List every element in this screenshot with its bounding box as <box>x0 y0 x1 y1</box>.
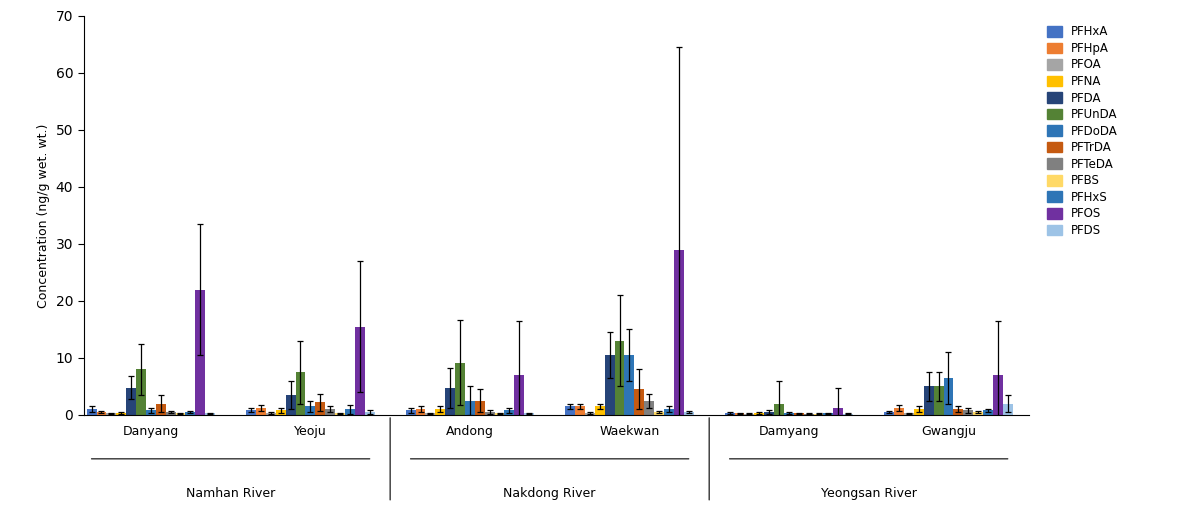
Bar <box>475 401 484 415</box>
Bar <box>166 412 176 415</box>
Bar <box>944 378 953 415</box>
Bar <box>256 408 266 415</box>
Bar <box>266 413 276 415</box>
Bar <box>953 409 963 415</box>
Bar <box>744 414 755 415</box>
Text: Yeongsan River: Yeongsan River <box>820 487 916 500</box>
Bar <box>566 406 575 415</box>
Bar <box>344 409 355 415</box>
Bar <box>764 412 774 415</box>
Bar <box>645 401 654 415</box>
Bar <box>495 413 505 415</box>
Bar <box>824 413 834 415</box>
Bar <box>484 412 495 415</box>
Bar <box>605 355 615 415</box>
Bar <box>195 289 206 415</box>
Bar <box>624 355 634 415</box>
Bar <box>725 413 734 415</box>
Bar <box>834 408 843 415</box>
Bar <box>246 410 256 415</box>
Bar <box>993 375 1002 415</box>
Text: Namhan River: Namhan River <box>187 487 275 500</box>
Bar <box>465 401 475 415</box>
Bar <box>843 414 853 415</box>
Bar <box>335 413 344 415</box>
Bar <box>594 406 605 415</box>
Bar <box>774 404 785 415</box>
Bar <box>276 410 286 415</box>
Bar <box>755 413 764 415</box>
Bar <box>514 375 524 415</box>
Bar <box>505 410 514 415</box>
Bar <box>813 414 824 415</box>
Bar <box>804 414 813 415</box>
Bar <box>904 413 914 415</box>
Bar <box>355 327 365 415</box>
Bar <box>884 412 895 415</box>
Bar <box>325 409 335 415</box>
Bar <box>445 388 454 415</box>
Bar <box>673 250 684 415</box>
Bar <box>426 413 435 415</box>
Bar <box>983 410 993 415</box>
Bar <box>524 413 535 415</box>
Bar <box>794 413 804 415</box>
Text: Nakdong River: Nakdong River <box>504 487 596 500</box>
Bar <box>684 412 694 415</box>
Bar <box>206 413 215 415</box>
Bar <box>176 413 185 415</box>
Bar <box>286 395 295 415</box>
Bar <box>585 413 594 415</box>
Bar <box>963 410 974 415</box>
Bar <box>785 413 794 415</box>
Bar <box>895 408 904 415</box>
Bar <box>974 412 983 415</box>
Bar <box>664 409 673 415</box>
Bar <box>295 372 305 415</box>
Y-axis label: Concentration (ng/g wet. wt.): Concentration (ng/g wet. wt.) <box>37 123 50 307</box>
Bar <box>116 413 126 415</box>
Bar <box>435 409 445 415</box>
Bar <box>654 412 664 415</box>
Bar <box>136 369 146 415</box>
Bar <box>126 388 136 415</box>
Bar <box>86 409 97 415</box>
Bar <box>405 410 415 415</box>
Bar <box>1002 404 1013 415</box>
Legend: PFHxA, PFHpA, PFOA, PFNA, PFDA, PFUnDA, PFDoDA, PFTrDA, PFTeDA, PFBS, PFHxS, PFO: PFHxA, PFHpA, PFOA, PFNA, PFDA, PFUnDA, … <box>1044 22 1122 240</box>
Bar <box>316 402 325 415</box>
Bar <box>365 412 374 415</box>
Bar <box>634 389 645 415</box>
Bar <box>454 362 465 415</box>
Bar <box>97 412 106 415</box>
Bar <box>415 409 426 415</box>
Bar <box>185 412 195 415</box>
Bar <box>106 413 116 415</box>
Bar <box>734 413 744 415</box>
Bar <box>305 406 316 415</box>
Bar <box>575 406 585 415</box>
Bar <box>615 341 624 415</box>
Bar <box>146 410 155 415</box>
Bar <box>923 386 934 415</box>
Bar <box>934 386 944 415</box>
Bar <box>914 409 923 415</box>
Bar <box>155 404 166 415</box>
